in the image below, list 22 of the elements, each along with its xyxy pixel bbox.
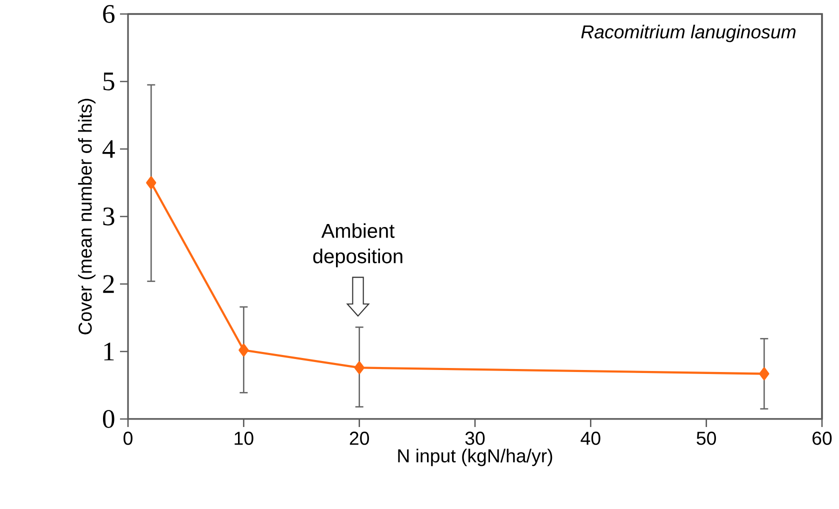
x-tick-label: 40 (580, 432, 600, 445)
y-tick-label: 1 (104, 342, 114, 360)
x-tick-label: 50 (696, 432, 716, 445)
y-tick-label: 2 (103, 275, 114, 293)
y-axis-title: Cover (mean number of hits) (78, 98, 96, 334)
y-tick-label: 3 (103, 208, 114, 226)
y-tick-label: 6 (103, 5, 115, 23)
x-tick-label: 20 (350, 432, 369, 445)
x-tick-label: 30 (465, 432, 485, 445)
annotation: Ambient deposition (313, 223, 402, 268)
y-tick-label: 0 (102, 410, 114, 428)
point (146, 176, 156, 190)
y-tick-label: 4 (102, 140, 115, 158)
x-tick-label: 0 (124, 432, 132, 445)
annotation: Racomitrium lanuginosum (581, 24, 796, 42)
x-tick-label: 60 (812, 432, 832, 445)
point (238, 344, 249, 357)
point (354, 361, 364, 374)
point (759, 367, 770, 380)
x-tick-label: 10 (234, 432, 254, 445)
x-axis-title: N input (kgN/ha/yr) (398, 448, 552, 466)
y-tick-label: 5 (104, 72, 114, 90)
